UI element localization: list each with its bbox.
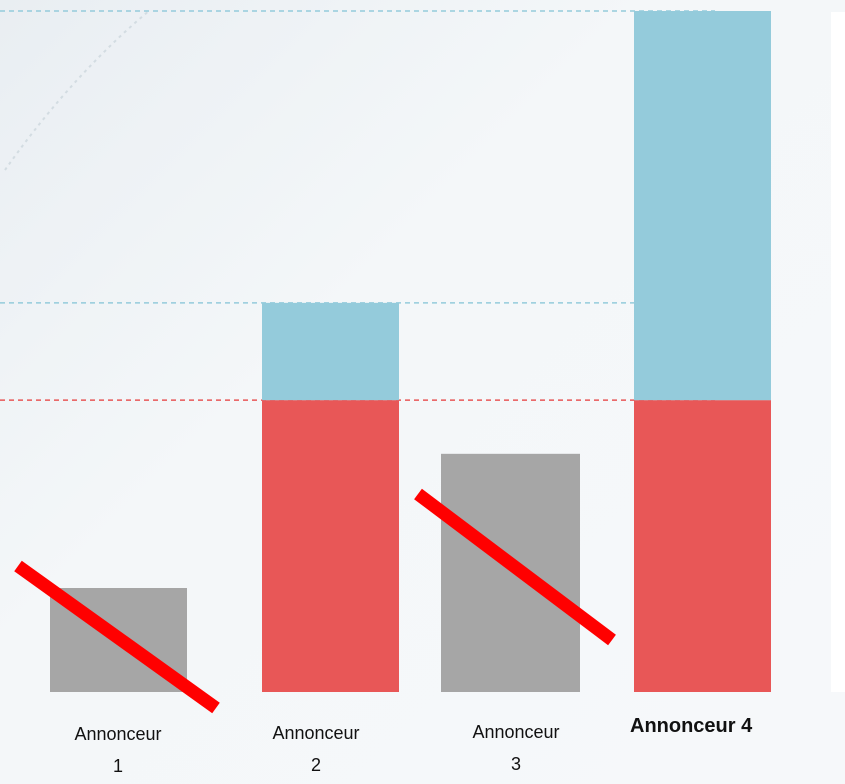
- x-label-annonceur-1-line2: 1: [112, 756, 123, 776]
- strike-annonceur-3: [414, 488, 616, 646]
- bar-annonceur-2-segment-3: [262, 302, 399, 401]
- strike-annonceur-1: [14, 560, 220, 714]
- bar-annonceur-2-segment-2: [262, 400, 399, 692]
- x-label-annonceur-4: Annonceur 4: [630, 714, 830, 738]
- x-label-annonceur-3-line1: Annonceur: [472, 722, 560, 742]
- x-label-annonceur-2-line2: 2: [310, 755, 321, 775]
- x-label-annonceur-2: Annonceur 2: [241, 717, 391, 781]
- bar-annonceur-4-segment-2: [634, 400, 771, 692]
- x-label-annonceur-1-line1: Annonceur: [74, 724, 162, 744]
- x-label-annonceur-2-line1: Annonceur: [272, 723, 360, 743]
- bar-annonceur-4-segment-3: [634, 11, 771, 401]
- elimination-marks: [14, 488, 616, 714]
- bars: [50, 11, 771, 692]
- right-panel: [831, 12, 845, 692]
- x-label-annonceur-1: Annonceur 1: [43, 718, 193, 782]
- reference-lines: [0, 10, 715, 401]
- x-label-annonceur-3: Annonceur 3: [441, 716, 591, 780]
- bar-annonceur-3-segment-1: [441, 453, 580, 692]
- x-label-annonceur-3-line2: 3: [510, 754, 521, 774]
- x-label-annonceur-4-text: Annonceur 4: [630, 715, 753, 737]
